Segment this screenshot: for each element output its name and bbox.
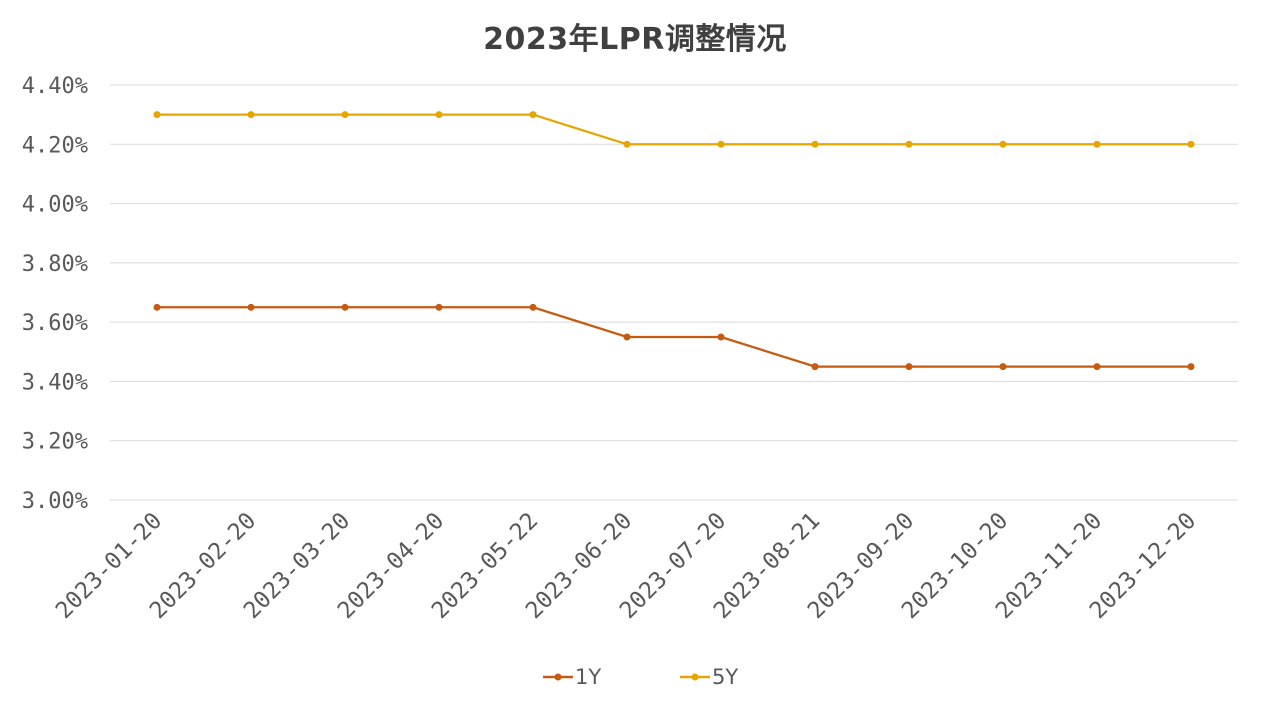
y-tick-label: 4.20%	[22, 133, 88, 158]
data-point	[623, 333, 631, 341]
series-line	[157, 306, 1191, 368]
legend-marker	[554, 673, 562, 681]
legend-label: 5Y	[712, 665, 738, 689]
y-tick-label: 3.60%	[22, 311, 88, 336]
data-point	[717, 333, 725, 341]
data-point	[529, 111, 537, 119]
data-point	[341, 111, 349, 119]
data-point	[999, 140, 1007, 148]
gridlines	[110, 84, 1238, 501]
data-point	[1187, 140, 1195, 148]
data-point	[811, 140, 819, 148]
series-layer	[153, 111, 1195, 371]
data-point	[905, 363, 913, 371]
y-axis-ticks: 3.00% 3.20% 3.40% 3.60% 3.80% 4.00% 4.20% 4.40%	[22, 74, 88, 514]
data-point	[435, 111, 443, 119]
data-point	[435, 303, 443, 311]
data-point	[811, 363, 819, 371]
y-tick-label: 3.00%	[22, 489, 88, 514]
data-point	[529, 303, 537, 311]
data-point	[247, 111, 255, 119]
chart-title: 2023年LPR调整情况	[483, 22, 787, 57]
y-tick-label: 4.40%	[22, 74, 88, 99]
y-tick-label: 4.00%	[22, 193, 88, 218]
legend-label: 1Y	[575, 665, 601, 689]
series-5Y	[153, 111, 1195, 148]
data-point	[905, 140, 913, 148]
x-axis-ticks: 2023-01-202023-02-202023-03-202023-04-20…	[51, 508, 1201, 624]
data-point	[1187, 363, 1195, 371]
y-tick-label: 3.20%	[22, 430, 88, 455]
legend-item-5Y: 5Y	[680, 665, 738, 689]
data-point	[153, 303, 161, 311]
legend-item-1Y: 1Y	[543, 665, 601, 689]
data-point	[247, 303, 255, 311]
y-tick-label: 3.80%	[22, 252, 88, 277]
series-1Y	[153, 303, 1195, 371]
data-point	[999, 363, 1007, 371]
legend: 1Y 5Y	[543, 665, 738, 689]
data-point	[341, 303, 349, 311]
series-line	[157, 113, 1191, 146]
data-point	[1093, 363, 1101, 371]
data-point	[623, 140, 631, 148]
data-point	[717, 140, 725, 148]
legend-marker	[691, 673, 699, 681]
data-point	[153, 111, 161, 119]
data-point	[1093, 140, 1101, 148]
y-tick-label: 3.40%	[22, 370, 88, 395]
